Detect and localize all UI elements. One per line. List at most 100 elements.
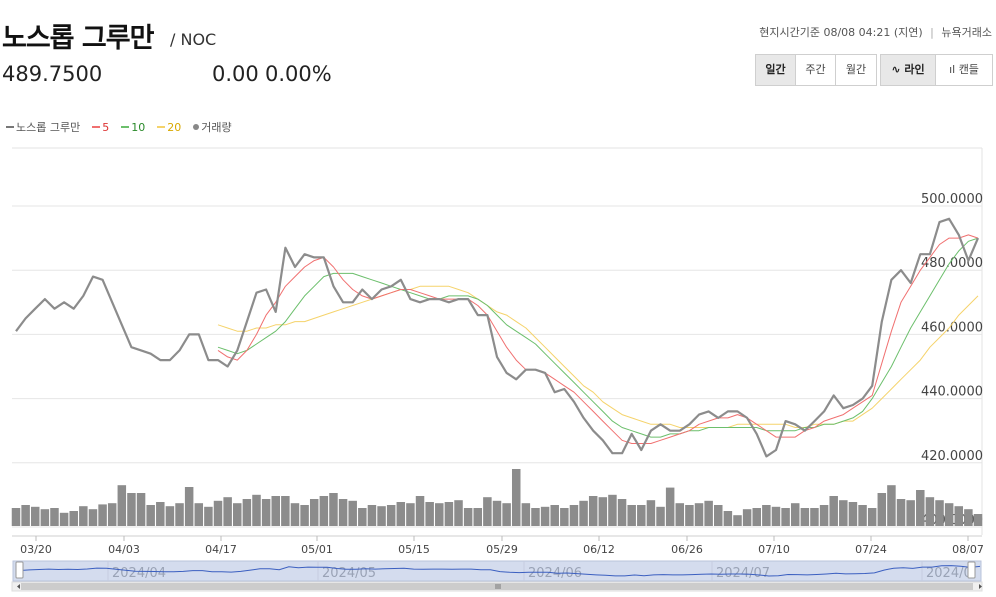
y-tick-label: 440.0000 xyxy=(921,385,983,400)
volume-bar xyxy=(540,506,550,526)
volume-bar xyxy=(184,487,194,526)
volume-bar xyxy=(281,496,290,526)
volume-bar xyxy=(733,515,742,526)
y-tick-label: 460.0000 xyxy=(921,320,983,335)
x-tick-label: 08/07 xyxy=(952,543,984,556)
candle-chart-button[interactable]: ıl 캔들 xyxy=(936,55,992,85)
stock-ticker: / NOC xyxy=(170,30,217,49)
volume-bar xyxy=(579,500,588,526)
period-daily-button[interactable]: 일간 xyxy=(756,55,796,85)
volume-bar xyxy=(88,509,98,526)
volume-bar xyxy=(242,499,252,526)
volume-bar xyxy=(954,506,964,526)
volume-bar xyxy=(175,503,184,526)
period-monthly-button[interactable]: 월간 xyxy=(836,55,876,85)
volume-bar xyxy=(252,494,261,526)
x-tick-label: 05/01 xyxy=(301,543,333,556)
volume-bar xyxy=(790,503,800,526)
navigator-left-handle xyxy=(15,561,24,579)
volume-bar xyxy=(50,508,59,526)
volume-bar xyxy=(906,500,915,526)
volume-bar xyxy=(521,503,531,526)
volume-bar xyxy=(637,505,646,526)
volume-bar xyxy=(435,503,444,526)
volume-bar xyxy=(11,508,21,526)
volume-bar xyxy=(714,505,723,526)
volume-bar xyxy=(627,505,636,526)
legend-ma20-swatch xyxy=(157,126,166,128)
legend-ma10-label: 10 xyxy=(131,120,146,134)
line-chart-button[interactable]: ∿ 라인 xyxy=(881,55,936,85)
legend-ma10-swatch xyxy=(121,126,130,128)
volume-bar xyxy=(338,499,348,526)
volume-bar xyxy=(261,499,271,526)
volume-bar xyxy=(704,500,713,526)
volume-bar xyxy=(800,508,810,526)
volume-bar xyxy=(386,505,396,526)
legend-ma20[interactable]: 20 xyxy=(157,121,181,134)
candle-chart-icon: ıl xyxy=(949,63,956,76)
volume-bar xyxy=(848,502,858,526)
volume-bar xyxy=(675,503,685,526)
volume-bar xyxy=(935,500,944,526)
volume-bar xyxy=(781,508,790,526)
volume-bar xyxy=(665,487,675,526)
chart-type-selector: ∿ 라인 ıl 캔들 xyxy=(880,54,993,86)
volume-bar xyxy=(444,502,454,526)
legend-ma5-label: 5 xyxy=(102,120,110,134)
volume-bar xyxy=(887,485,896,526)
volume-bar xyxy=(473,508,483,526)
legend-price[interactable]: 노스롭 그루만 xyxy=(6,119,80,135)
volume-bar xyxy=(290,503,300,526)
legend-price-label: 노스롭 그루만 xyxy=(16,121,81,134)
volume-bar xyxy=(694,503,704,526)
volume-bar xyxy=(454,500,463,526)
legend-ma10[interactable]: 10 xyxy=(121,121,145,134)
x-tick-label: 06/26 xyxy=(671,543,703,556)
legend-volume-swatch xyxy=(193,124,200,130)
volume-bar xyxy=(877,493,887,526)
current-price: 489.7500 xyxy=(2,62,103,86)
x-tick-label: 06/12 xyxy=(583,543,615,556)
exchange-label: 뉴욕거래소 xyxy=(941,26,992,39)
volume-bar xyxy=(771,506,781,526)
volume-bar xyxy=(762,505,771,526)
x-tick-label: 04/17 xyxy=(205,543,237,556)
volume-bar xyxy=(98,504,107,526)
line-chart-label: 라인 xyxy=(904,63,925,76)
volume-bar xyxy=(598,497,608,526)
volume-bar xyxy=(396,502,406,526)
volume-bar xyxy=(204,506,213,526)
volume-bar xyxy=(858,505,867,526)
navigator-label: 2024/07 xyxy=(716,566,770,581)
volume-bar xyxy=(165,506,175,526)
volume-bar xyxy=(406,503,415,526)
x-tick-label: 05/29 xyxy=(486,543,518,556)
scrollbar-thumb xyxy=(21,583,973,590)
price-change-pct: 0.00% xyxy=(265,62,332,86)
volume-bar xyxy=(425,502,434,526)
volume-bar xyxy=(829,496,838,526)
navigator-right-handle xyxy=(967,561,976,579)
volume-bar xyxy=(867,508,877,526)
legend-ma5[interactable]: 5 xyxy=(92,121,109,134)
candle-chart-label: 캔들 xyxy=(958,63,979,76)
x-tick-label: 03/20 xyxy=(20,543,52,556)
volume-bar xyxy=(560,508,569,526)
volume-bar xyxy=(271,496,280,526)
volume-bar xyxy=(588,496,598,526)
x-tick-label: 05/15 xyxy=(398,543,430,556)
period-weekly-button[interactable]: 주간 xyxy=(796,55,836,85)
volume-bar xyxy=(550,505,559,526)
time-label: 현지시간기준 08/08 04:21 (지연) xyxy=(759,26,923,39)
legend-volume[interactable]: 거래량 xyxy=(193,119,232,135)
scroll-left-arrow-icon xyxy=(17,584,20,589)
legend-price-swatch xyxy=(6,126,14,128)
volume-bar xyxy=(944,503,954,526)
volume-bar xyxy=(329,493,338,526)
volume-bar xyxy=(348,500,357,526)
volume-bar xyxy=(377,506,386,526)
volume-bar xyxy=(483,497,492,526)
volume-bar xyxy=(21,505,30,526)
